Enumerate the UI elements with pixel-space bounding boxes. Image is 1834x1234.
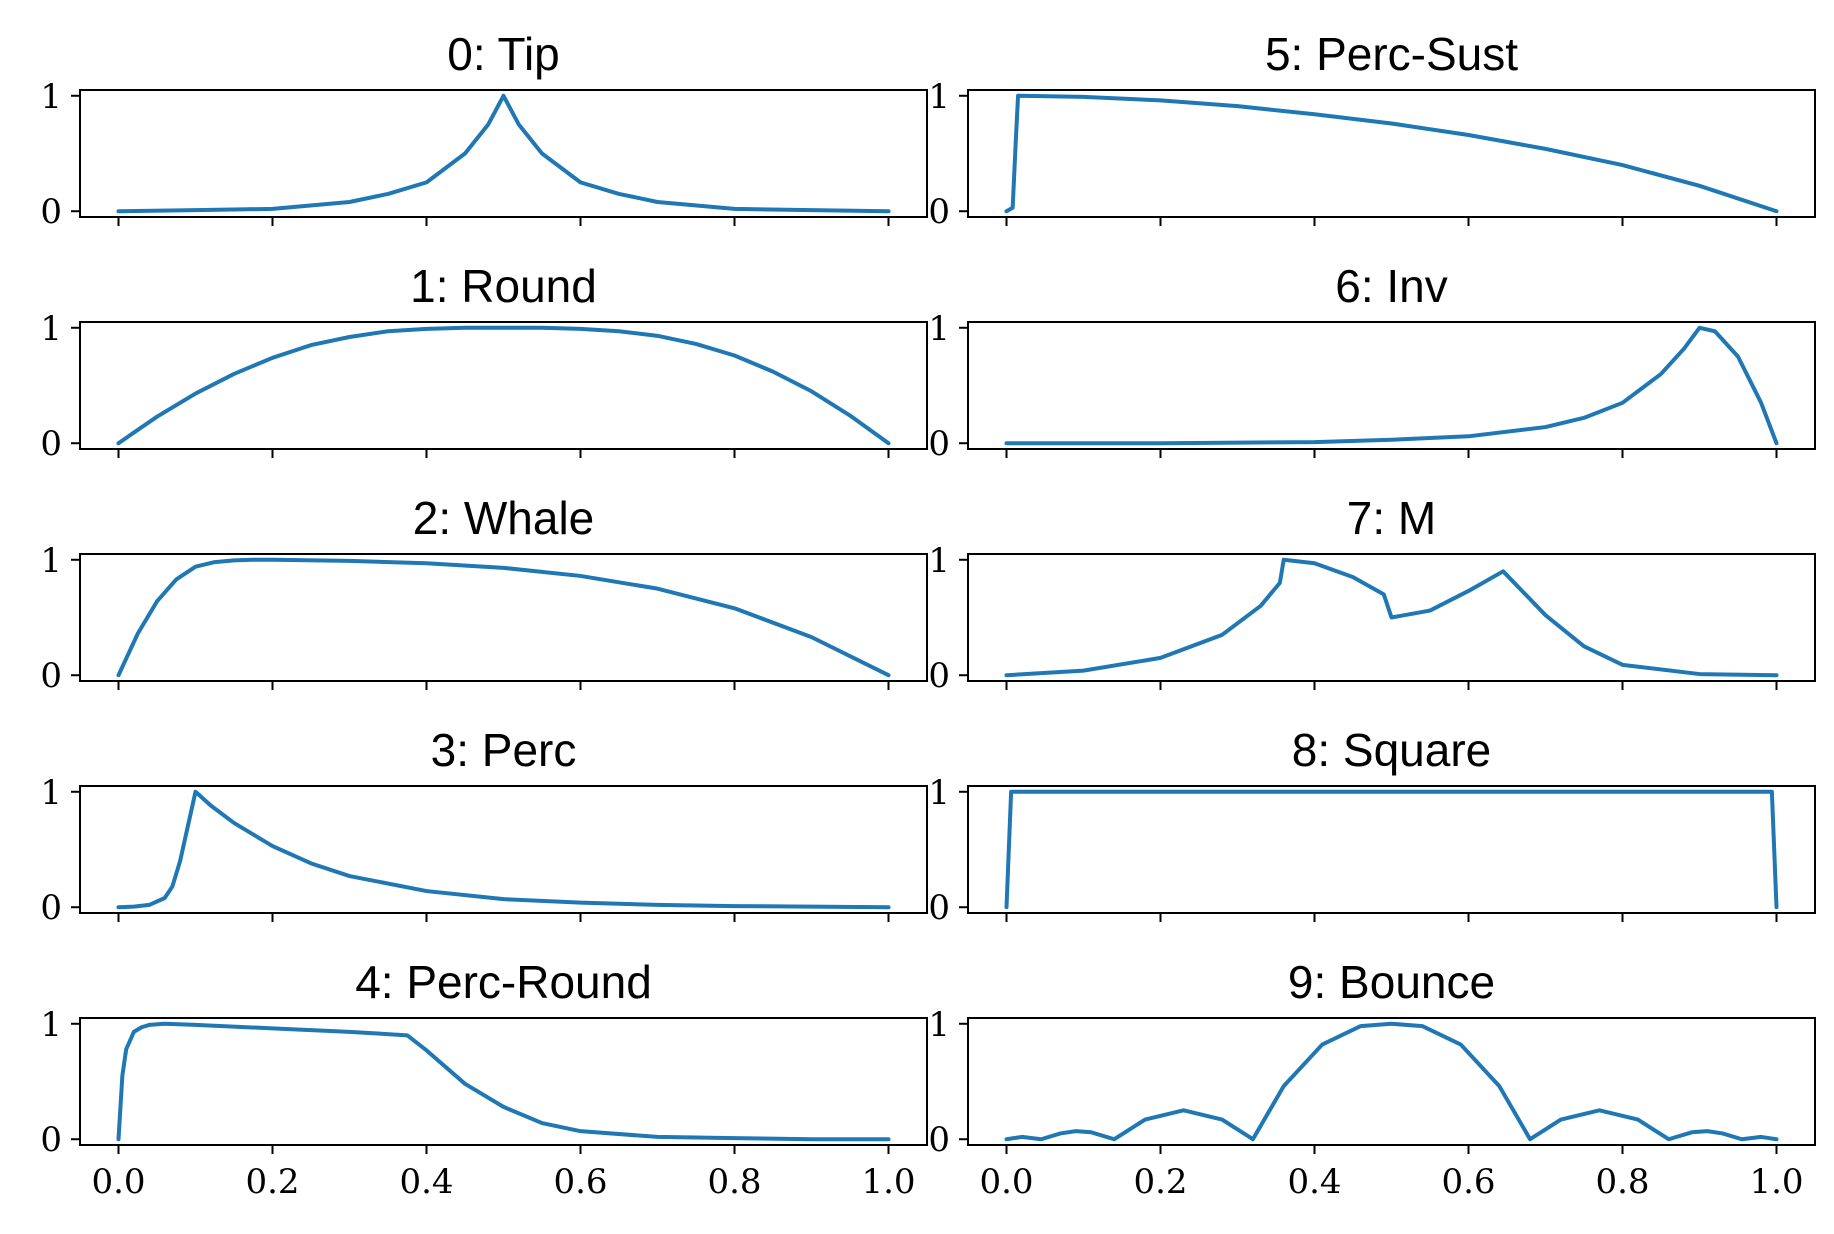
- series-line: [1004, 325, 1779, 446]
- subplot-title: 3: Perc: [431, 724, 577, 776]
- x-tick-label: 0.6: [1441, 1162, 1495, 1202]
- x-tick-label: 0.8: [707, 1162, 761, 1202]
- x-tick-label: 0.4: [399, 1162, 453, 1202]
- axes-frame: [967, 89, 1816, 218]
- axes-frame: [79, 321, 928, 450]
- series-line: [116, 789, 891, 910]
- subplot-title: 2: Whale: [413, 492, 595, 544]
- subplot-title: 9: Bounce: [1288, 956, 1495, 1008]
- x-tick-label: 1.0: [1749, 1162, 1803, 1202]
- subplot-title: 1: Round: [410, 260, 597, 312]
- y-tick-label: 1: [40, 1005, 62, 1045]
- x-tick-label: 0.8: [1595, 1162, 1649, 1202]
- y-tick-label: 0: [928, 424, 950, 464]
- y-tick-label: 1: [928, 309, 950, 349]
- subplot-5: 5: Perc-Sust 0 1: [928, 28, 1816, 232]
- axes-frame: [967, 553, 1816, 682]
- series-line: [1004, 93, 1779, 214]
- subplot-title: 4: Perc-Round: [355, 956, 652, 1008]
- subplot-2: 2: Whale 0 1: [40, 492, 928, 696]
- axes-frame: [79, 1017, 928, 1146]
- y-tick-label: 0: [40, 424, 62, 464]
- y-tick-label: 1: [928, 541, 950, 581]
- y-tick-label: 1: [40, 541, 62, 581]
- series-line: [1004, 789, 1779, 910]
- series-line: [116, 1021, 891, 1142]
- y-tick-label: 1: [928, 1005, 950, 1045]
- y-tick-label: 0: [40, 192, 62, 232]
- y-tick-label: 0: [40, 1120, 62, 1160]
- axes-frame: [967, 1017, 1816, 1146]
- x-tick-label: 0.2: [245, 1162, 299, 1202]
- y-tick-label: 0: [928, 656, 950, 696]
- subplot-9: 9: Bounce 0 1 0.0 0.2 0.4 0.6 0.8 1.0: [928, 956, 1816, 1202]
- subplot-title: 5: Perc-Sust: [1265, 28, 1518, 80]
- y-tick-label: 1: [928, 77, 950, 117]
- subplot-0: 0: Tip 0 1: [40, 28, 928, 232]
- subplot-8: 8: Square 0 1: [928, 724, 1816, 928]
- y-tick-label: 0: [40, 888, 62, 928]
- y-tick-label: 0: [928, 192, 950, 232]
- y-tick-label: 1: [40, 773, 62, 813]
- y-tick-label: 1: [40, 77, 62, 117]
- subplot-6: 6: Inv 0 1: [928, 260, 1816, 464]
- x-tick-label: 0.4: [1287, 1162, 1341, 1202]
- y-tick-label: 1: [928, 773, 950, 813]
- axes-frame: [79, 785, 928, 914]
- y-tick-label: 1: [40, 309, 62, 349]
- x-tick-label: 0.0: [979, 1162, 1033, 1202]
- axes-frame: [967, 321, 1816, 450]
- subplot-title: 0: Tip: [447, 28, 560, 80]
- axes-frame: [79, 89, 928, 218]
- y-tick-label: 0: [928, 888, 950, 928]
- x-tick-label: 1.0: [861, 1162, 915, 1202]
- subplot-title: 8: Square: [1292, 724, 1491, 776]
- y-tick-label: 0: [40, 656, 62, 696]
- x-tick-label: 0.6: [553, 1162, 607, 1202]
- subplot-1: 1: Round 0 1: [40, 260, 928, 464]
- subplot-title: 6: Inv: [1335, 260, 1448, 312]
- x-tick-label: 0.0: [91, 1162, 145, 1202]
- series-line: [116, 325, 891, 446]
- subplot-7: 7: M 0 1: [928, 492, 1816, 696]
- subplot-4: 4: Perc-Round 0 1 0.0 0.2 0.4 0.6 0.8 1.0: [40, 956, 928, 1202]
- subplot-3: 3: Perc 0 1: [40, 724, 928, 928]
- subplot-title: 7: M: [1347, 492, 1436, 544]
- series-line: [116, 557, 891, 678]
- series-line: [116, 93, 891, 214]
- y-tick-label: 0: [928, 1120, 950, 1160]
- series-line: [1004, 557, 1779, 678]
- axes-frame: [967, 785, 1816, 914]
- axes-frame: [79, 553, 928, 682]
- series-line: [1004, 1021, 1779, 1142]
- x-tick-label: 0.2: [1133, 1162, 1187, 1202]
